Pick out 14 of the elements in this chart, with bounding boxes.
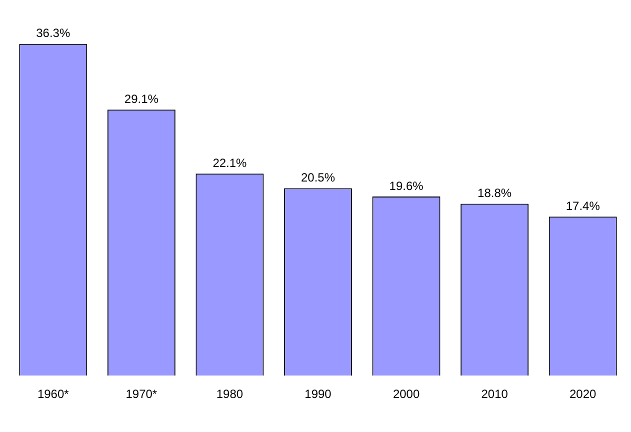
x-tick-label: 2010 xyxy=(481,387,508,402)
data-label: 22.1% xyxy=(212,156,248,170)
x-tick-label: 1990 xyxy=(304,387,332,402)
x-tick-label: 2020 xyxy=(570,387,597,402)
data-label: 36.3% xyxy=(36,26,70,40)
data-label: 17.4% xyxy=(566,198,600,213)
data-label: 19.6% xyxy=(389,178,424,193)
data-label: 29.1% xyxy=(124,92,159,106)
x-tick-label: 1960* xyxy=(37,387,70,402)
data-label: 18.8% xyxy=(478,186,512,200)
x-tick-label: 1980 xyxy=(216,387,244,402)
x-tick-label: 2000 xyxy=(392,387,420,402)
data-label: 20.5% xyxy=(300,170,336,185)
x-tick-label: 1970* xyxy=(126,387,158,402)
